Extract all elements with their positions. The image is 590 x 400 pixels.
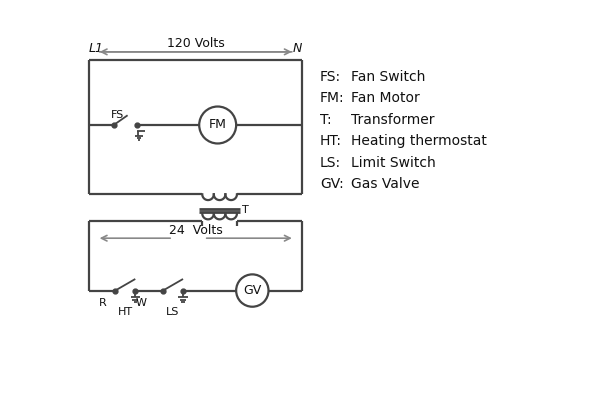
Text: FM: FM: [209, 118, 227, 132]
Text: Transformer: Transformer: [351, 113, 434, 127]
Text: GV:: GV:: [320, 177, 344, 191]
Text: LS: LS: [166, 308, 180, 318]
Text: HT: HT: [118, 308, 133, 318]
Text: Fan Motor: Fan Motor: [351, 91, 419, 105]
Text: FS:: FS:: [320, 70, 341, 84]
Text: Fan Switch: Fan Switch: [351, 70, 425, 84]
Text: HT:: HT:: [320, 134, 342, 148]
Text: 24  Volts: 24 Volts: [169, 224, 222, 237]
Text: Limit Switch: Limit Switch: [351, 156, 435, 170]
Text: L1: L1: [89, 42, 104, 55]
Text: 120 Volts: 120 Volts: [167, 37, 225, 50]
Text: T: T: [241, 206, 248, 216]
Text: R: R: [99, 298, 107, 308]
Text: N: N: [293, 42, 302, 55]
Text: FS: FS: [111, 110, 124, 120]
Text: Heating thermostat: Heating thermostat: [351, 134, 487, 148]
Text: FM:: FM:: [320, 91, 345, 105]
Text: LS:: LS:: [320, 156, 341, 170]
Text: Gas Valve: Gas Valve: [351, 177, 419, 191]
Text: T:: T:: [320, 113, 332, 127]
Text: GV: GV: [243, 284, 261, 297]
Text: W: W: [136, 298, 147, 308]
